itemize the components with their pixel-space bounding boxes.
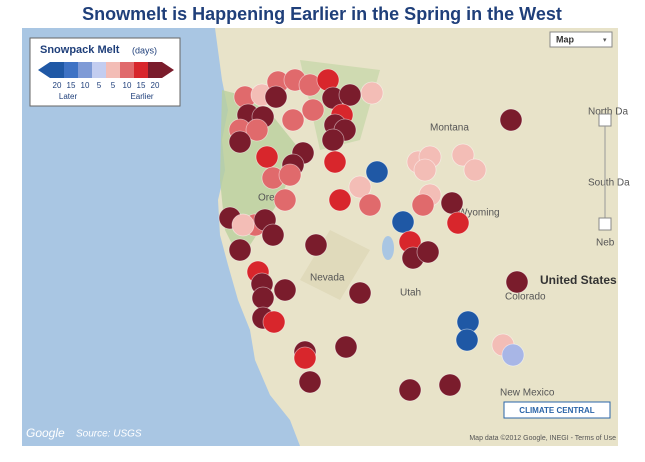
station-dot [446, 211, 470, 235]
logo-box [503, 401, 611, 419]
place-label: Utah [400, 288, 421, 299]
station-dot [365, 160, 389, 184]
place-label: New Mexico [500, 388, 555, 399]
logo: CLIMATE CENTRAL [519, 406, 595, 415]
station-dot [338, 83, 362, 107]
title: Snowmelt is Happening Earlier in the Spr… [82, 4, 562, 24]
google-logo: Google [26, 426, 65, 440]
station-dot [463, 158, 487, 182]
station-dot [455, 328, 479, 352]
legend-arrow [38, 62, 50, 78]
place-label: South Da [588, 178, 630, 189]
legend-title: Snowpack Melt [40, 44, 120, 56]
zoom-in[interactable] [598, 113, 612, 127]
station-dot [281, 108, 305, 132]
station-dot [334, 335, 358, 359]
legend-swatch [148, 62, 162, 78]
station-dot [278, 163, 302, 187]
place-label: North Da [588, 107, 628, 118]
station-dot [321, 128, 345, 152]
station-dot [398, 378, 422, 402]
legend-earlier: Earlier [130, 92, 153, 101]
station-dot [273, 278, 297, 302]
station-dot [391, 210, 415, 234]
legend-tick: 20 [53, 81, 62, 90]
station-dot [273, 188, 297, 212]
station-dot [228, 130, 252, 154]
station-dot [228, 238, 252, 262]
place-label: Nevada [310, 273, 345, 284]
legend-swatch [92, 62, 106, 78]
station-dot [348, 281, 372, 305]
legend-tick: 20 [151, 81, 160, 90]
station-dot [264, 85, 288, 109]
terms: Map data ©2012 Google, INEGI - Terms of … [469, 434, 616, 442]
legend-tick: 5 [97, 81, 102, 90]
map-type-button[interactable]: Map ▾ [549, 31, 613, 48]
legend: Snowpack Melt (days) 20 15 10 5 5 10 15 … [29, 37, 181, 107]
legend-swatch [78, 62, 92, 78]
legend-unit: (days) [132, 45, 157, 55]
station-dot [505, 270, 529, 294]
station-dot [304, 233, 328, 257]
station-dot [261, 223, 285, 247]
place-label: Colorado [505, 292, 546, 303]
station-dot [411, 193, 435, 217]
station-dot [416, 240, 440, 264]
station-dot [499, 108, 523, 132]
legend-swatch [120, 62, 134, 78]
station-dot [451, 143, 475, 167]
dropdown-arrow[interactable]: ▾ [603, 37, 607, 44]
place-label: Montana [430, 123, 469, 134]
station-dot [262, 310, 286, 334]
map-type-label[interactable]: Map [556, 34, 575, 44]
station-dot [501, 343, 525, 367]
station-dot [348, 175, 372, 199]
station-dot [413, 158, 437, 182]
source: Source: USGS [76, 429, 142, 440]
station-dot [438, 373, 462, 397]
zoom-out[interactable] [598, 217, 612, 231]
station-dot [251, 286, 275, 310]
legend-arrow [162, 62, 174, 78]
desert [300, 230, 370, 300]
legend-tick: 10 [81, 81, 90, 90]
station-dot [440, 191, 464, 215]
lake [382, 236, 394, 260]
station-dot [360, 81, 384, 105]
legend-swatch [106, 62, 120, 78]
place-label: Neb [596, 238, 615, 249]
map-type-box[interactable] [549, 31, 613, 48]
station-dot [231, 213, 255, 237]
zoom-control[interactable] [598, 113, 612, 231]
station-dot [245, 118, 269, 142]
station-dot [293, 346, 317, 370]
station-dot [358, 193, 382, 217]
country-label: United States [540, 273, 617, 287]
place-label: Wyoming [458, 208, 500, 219]
stations [218, 68, 529, 402]
legend-later: Later [59, 92, 78, 101]
station-dot [255, 145, 279, 169]
legend-tick: 15 [67, 81, 76, 90]
station-dot [301, 98, 325, 122]
legend-swatch [50, 62, 64, 78]
station-dot [328, 188, 352, 212]
legend-swatch [134, 62, 148, 78]
legend-tick: 10 [123, 81, 132, 90]
legend-swatch [64, 62, 78, 78]
legend-tick: 5 [111, 81, 116, 90]
legend-tick: 15 [137, 81, 146, 90]
station-dot [323, 150, 347, 174]
station-dot [298, 370, 322, 394]
